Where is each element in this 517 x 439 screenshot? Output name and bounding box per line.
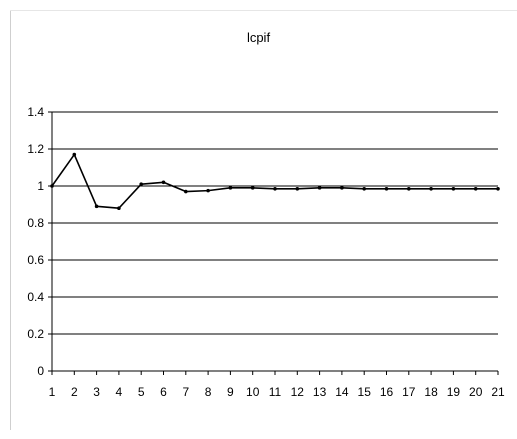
- x-tick-label: 5: [138, 385, 145, 399]
- y-tick-label: 0.2: [27, 327, 44, 341]
- x-tick-label: 4: [116, 385, 123, 399]
- x-tick-label: 14: [335, 385, 349, 399]
- data-point: [95, 205, 99, 209]
- data-point: [407, 187, 411, 191]
- x-tick-label: 9: [227, 385, 234, 399]
- x-tick-label: 10: [246, 385, 260, 399]
- x-tick-label: 16: [380, 385, 394, 399]
- data-point: [117, 206, 121, 210]
- data-point: [496, 187, 500, 191]
- data-point: [296, 187, 300, 191]
- x-tick-label: 12: [291, 385, 305, 399]
- data-point: [340, 186, 344, 190]
- data-point: [251, 186, 255, 190]
- y-tick-label: 0: [37, 364, 44, 378]
- data-point: [162, 181, 166, 185]
- y-tick-label: 1.4: [27, 105, 44, 119]
- y-tick-label: 1.2: [27, 142, 44, 156]
- data-point: [385, 187, 389, 191]
- x-tick-label: 7: [182, 385, 189, 399]
- y-tick-label: 1: [37, 179, 44, 193]
- data-point: [362, 187, 366, 191]
- x-tick-label: 11: [269, 385, 282, 399]
- data-point: [273, 187, 277, 191]
- x-tick-label: 21: [491, 385, 505, 399]
- x-tick-label: 6: [160, 385, 167, 399]
- x-tick-label: 3: [93, 385, 100, 399]
- x-tick-label: 8: [205, 385, 212, 399]
- data-point: [73, 153, 77, 157]
- data-point: [229, 186, 233, 190]
- y-tick-label: 0.4: [27, 290, 44, 304]
- data-point: [452, 187, 456, 191]
- x-tick-label: 19: [447, 385, 461, 399]
- x-tick-label: 20: [469, 385, 483, 399]
- data-point: [184, 190, 188, 194]
- y-tick-label: 0.8: [27, 216, 44, 230]
- data-point: [50, 184, 54, 188]
- y-tick-label: 0.6: [27, 253, 44, 267]
- data-point: [139, 182, 143, 186]
- x-tick-label: 15: [358, 385, 372, 399]
- data-point: [318, 186, 322, 190]
- x-tick-label: 18: [424, 385, 438, 399]
- x-tick-label: 2: [71, 385, 78, 399]
- data-point: [206, 189, 210, 193]
- series-line-0: [52, 155, 498, 209]
- x-tick-label: 17: [402, 385, 416, 399]
- data-point: [474, 187, 478, 191]
- data-point: [429, 187, 433, 191]
- x-tick-label: 13: [313, 385, 327, 399]
- x-tick-label: 1: [49, 385, 56, 399]
